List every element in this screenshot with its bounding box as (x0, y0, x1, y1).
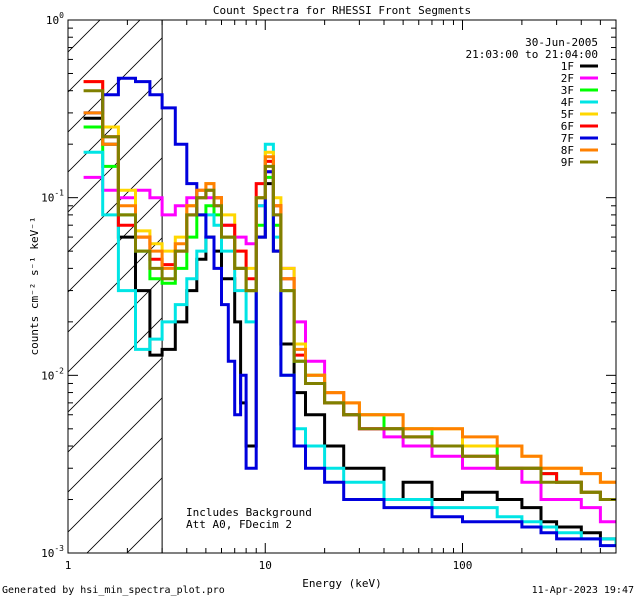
y-axis-label: counts cm⁻² s⁻¹ keV⁻¹ (28, 216, 41, 355)
series-8F (83, 111, 616, 484)
plot-frame (67, 19, 617, 554)
series-9F (83, 89, 616, 501)
legend: 30-Jun-2005 21:03:00 to 21:04:00 1F2F3F4… (466, 36, 598, 169)
hatched-region (68, 20, 163, 553)
y-tick-label: 10-3 (41, 544, 64, 560)
series-4F (83, 142, 616, 546)
legend-date: 30-Jun-2005 (525, 36, 598, 49)
x-tick-label: 1 (65, 559, 72, 572)
annotation-attenuator: Att A0, FDecim 2 (186, 518, 292, 531)
y-tick-label: 10-2 (41, 366, 64, 382)
x-tick-label: 100 (453, 559, 473, 572)
series-5F (83, 80, 616, 484)
legend-time-range: 21:03:00 to 21:04:00 (466, 48, 598, 61)
legend-label-6F: 6F (561, 120, 574, 133)
y-tick-label: 10-1 (41, 189, 64, 205)
footer-timestamp: 11-Apr-2023 19:47 (531, 585, 634, 596)
annotation-background: Includes Background (186, 506, 312, 519)
axes: 1 10 100 100 10-1 10-2 10-3 (41, 11, 617, 572)
legend-label-4F: 4F (561, 96, 574, 109)
legend-label-2F: 2F (561, 72, 574, 85)
legend-label-5F: 5F (561, 108, 574, 121)
series-group (83, 76, 616, 548)
legend-label-1F: 1F (561, 60, 574, 73)
legend-label-9F: 9F (561, 156, 574, 169)
legend-label-3F: 3F (561, 84, 574, 97)
chart-title: Count Spectra for RHESSI Front Segments (213, 4, 471, 17)
footer-generated-by: Generated by hsi_min_spectra_plot.pro (2, 585, 225, 596)
x-axis-label: Energy (keV) (302, 577, 381, 590)
legend-label-8F: 8F (561, 144, 574, 157)
series-3F (83, 125, 616, 501)
series-6F (83, 80, 616, 501)
y-tick-label: 100 (46, 11, 64, 27)
legend-label-7F: 7F (561, 132, 574, 145)
x-tick-label: 10 (259, 559, 272, 572)
series-7F (83, 76, 616, 548)
